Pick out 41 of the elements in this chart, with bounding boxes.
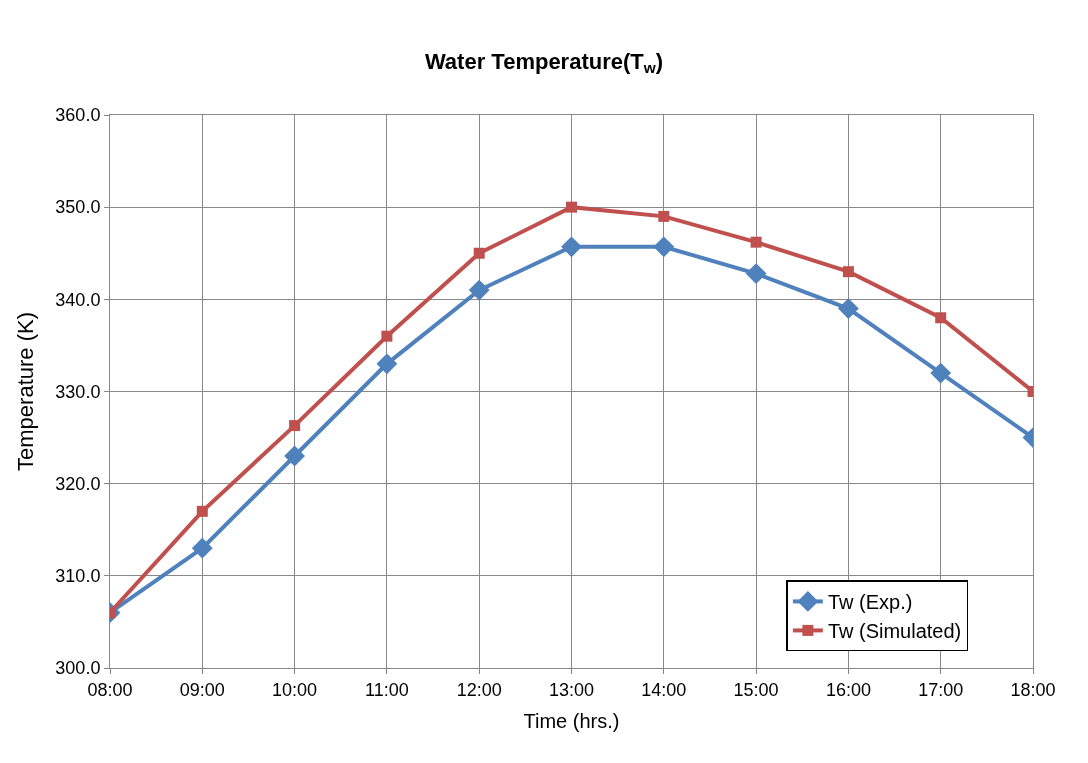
x-tick-label: 11:00 — [365, 679, 409, 700]
point — [473, 247, 485, 259]
point — [191, 537, 213, 559]
y-tick-label: 320.0 — [55, 473, 101, 494]
point — [468, 279, 490, 301]
x-tick-label: 16:00 — [825, 679, 871, 700]
point — [838, 298, 859, 319]
point — [653, 236, 675, 258]
point — [196, 505, 208, 517]
point — [930, 362, 952, 384]
y-tick-label: 340.0 — [55, 289, 101, 310]
y-tick-label: 300.0 — [55, 658, 101, 679]
legend-label: Tw (Exp.) — [827, 591, 913, 614]
point — [745, 263, 767, 284]
y-tick-label: 350.0 — [55, 197, 101, 218]
point — [381, 330, 393, 342]
x-tick-label: 18:00 — [1010, 679, 1056, 700]
x-axis-title: Time (hrs.) — [523, 710, 620, 733]
x-tick-label: 08:00 — [87, 679, 133, 700]
y-tick-label: 310.0 — [55, 566, 101, 587]
chart-title: Water Temperature(T$_{w}$) — [424, 48, 664, 77]
point — [658, 210, 670, 222]
y-axis-title: Temperature (K) — [13, 312, 39, 471]
point — [284, 445, 305, 467]
point — [289, 420, 301, 432]
y-tick-label: 360.0 — [55, 105, 101, 126]
point — [935, 312, 947, 324]
x-tick-label: 17:00 — [918, 679, 964, 700]
point — [842, 266, 854, 278]
point — [376, 353, 398, 375]
x-tick-label: 14:00 — [641, 679, 687, 700]
x-tick-label: 13:00 — [548, 679, 595, 700]
x-tick-label: 10:00 — [272, 679, 318, 700]
x-tick-label: 09:00 — [179, 679, 225, 700]
point — [561, 236, 582, 258]
point — [750, 236, 762, 248]
y-tick-label: 330.0 — [55, 381, 101, 402]
legend-label: Tw (Simulated) — [827, 620, 962, 643]
point — [566, 201, 577, 213]
x-tick-label: 12:00 — [456, 679, 502, 700]
x-tick-label: 15:00 — [733, 679, 779, 700]
